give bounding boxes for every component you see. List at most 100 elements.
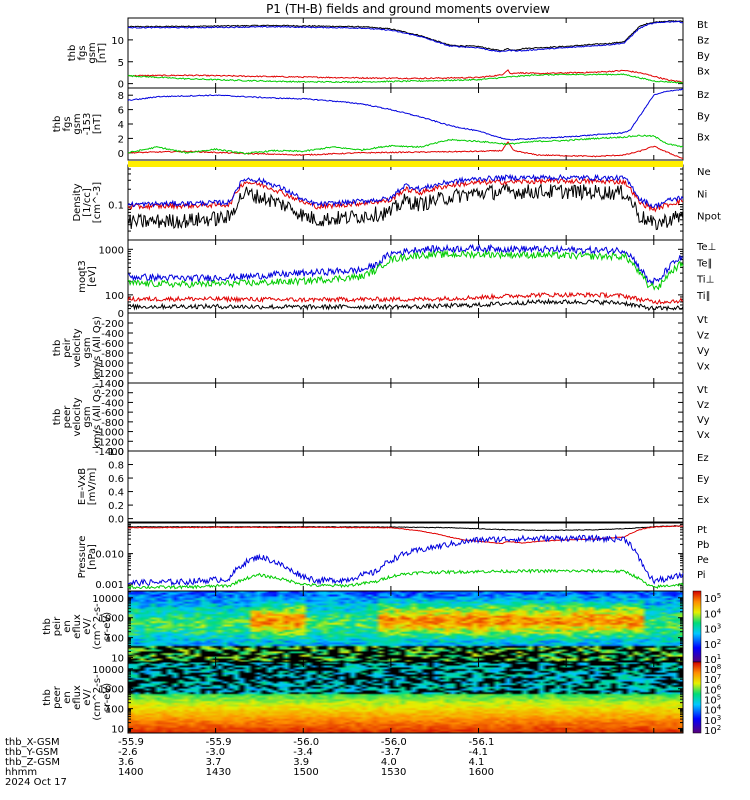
y-tick-label: 0.1 <box>108 201 124 212</box>
y-axis-label-line: fgs <box>77 45 88 60</box>
y-axis-label-line: peir <box>62 337 73 357</box>
spectrogram-image <box>128 591 683 662</box>
legend-ex: Ex <box>697 495 709 506</box>
x-axis-row-value: 1500 <box>293 767 318 778</box>
x-axis-row-value: 3.9 <box>293 757 309 768</box>
y-axis-label-line: Pressure <box>77 536 88 579</box>
legend-by: By <box>697 111 710 122</box>
legend-pi: Pi <box>697 570 706 581</box>
series-line-npot <box>127 173 684 210</box>
y-axis-label-line: gsm <box>82 406 93 427</box>
y-tick-label: -400 <box>101 398 124 409</box>
y-tick-label: 2 <box>118 134 124 145</box>
y-tick-label: 0 <box>118 309 124 320</box>
y-tick-label: 1.0 <box>108 447 124 458</box>
y-axis-label-line: [nT] <box>92 114 103 134</box>
y-axis-label-line: en <box>62 691 73 704</box>
x-axis-row-value: 1400 <box>118 767 143 778</box>
y-tick-label: 0.4 <box>108 488 124 499</box>
y-axis-label-line: gsm <box>72 113 83 134</box>
series-line-pt <box>127 525 684 532</box>
series-line-bz <box>127 141 684 160</box>
y-axis-label-line: (cm^2-s- <box>92 674 103 721</box>
series-line-by <box>127 73 684 84</box>
x-axis-row-value: 1600 <box>469 767 494 778</box>
y-axis-label-line: sr-eV) <box>102 683 113 712</box>
x-axis-row-label: thb_X-GSM <box>5 737 60 748</box>
y-tick-label: 1000 <box>99 685 124 696</box>
colorbar-tick-label: 102 <box>704 638 721 651</box>
y-axis-label: E=-VxB[mV/m] <box>77 468 98 506</box>
y-axis-label-line: -153 <box>82 113 93 136</box>
x-axis-row-value: -55.9 <box>118 737 144 748</box>
panel-7: 0.0 0.2 0.4 0.6 0.8 1.0 E=-VxB[mV/m] Ez Ey Ex <box>77 447 709 526</box>
y-axis-label: Pressure[nPa] <box>77 536 98 579</box>
series-line-bz <box>127 69 684 83</box>
colorbar-gradient <box>692 590 702 663</box>
series-line-bx <box>127 20 684 53</box>
legend-vx: Vx <box>697 430 710 441</box>
y-axis-label-line: km/s (All Qs) <box>92 385 103 449</box>
x-axis-row-value: 1430 <box>206 767 231 778</box>
y-axis-label-line: fgs <box>62 116 73 131</box>
y-tick-label: 100 <box>105 705 124 716</box>
y-tick-label: 1000 <box>99 245 124 256</box>
y-axis-label-line: peer <box>62 405 73 429</box>
y-tick-label: -600 <box>101 339 124 350</box>
panel-frame <box>127 661 684 734</box>
y-axis-label-line: thb <box>52 340 63 357</box>
y-axis-label: thbpeirvelocitygsmkm/s (All Qs) <box>52 316 103 380</box>
x-axis-row-value: -56.1 <box>469 737 495 748</box>
y-axis-label-line: sr-eV) <box>102 612 113 641</box>
y-tick-label: 0 <box>118 80 124 91</box>
y-axis-label-line: peir <box>52 616 63 636</box>
y-tick-label: -800 <box>101 418 124 429</box>
y-tick-label: -600 <box>101 408 124 419</box>
panel-10: 10810710610510410310210100100010000thbpe… <box>42 661 722 737</box>
y-axis-label: moqt3[eV] <box>77 260 98 293</box>
y-axis-label-line: velocity <box>72 397 83 436</box>
panel-frame <box>127 382 684 452</box>
legend-te∥: Te∥ <box>696 258 713 269</box>
legend-bx: Bx <box>697 133 710 144</box>
x-axis-row-value: 4.1 <box>469 757 485 768</box>
y-axis-label-line: thb <box>67 45 78 62</box>
y-tick-label: 0.001 <box>95 580 124 591</box>
panels: 0510thbfgsgsm[nT]BtBzByBx02468thbfgsgsm-… <box>42 17 722 737</box>
series-line-bt <box>127 20 684 52</box>
y-axis-label: thbpeervelocitygsmkm/s (All Qs) <box>52 385 103 449</box>
x-axis-row-value: -3.7 <box>381 747 401 758</box>
x-axis-row-value: 3.7 <box>206 757 222 768</box>
legend-pt: Pt <box>697 525 707 536</box>
y-tick-label: -200 <box>101 319 124 330</box>
y-axis-label-line: eflux <box>72 685 83 710</box>
y-tick-label: 0 <box>118 379 124 390</box>
y-axis-label: thbfgsgsm-153[nT] <box>52 113 103 136</box>
y-tick-label: -1200 <box>95 437 124 448</box>
y-axis-label: thbfgsgsm[nT] <box>67 42 108 63</box>
y-axis-label-line: thb <box>42 689 53 706</box>
y-axis-label-line: [cm^-3] <box>92 182 103 223</box>
figure-title: P1 (TH-B) fields and ground moments over… <box>266 2 550 16</box>
legend-vz: Vz <box>697 331 709 342</box>
x-axis-row-value: -2.6 <box>118 747 138 758</box>
series-line-bx <box>127 88 684 141</box>
flag-bar <box>128 161 683 167</box>
x-axis-row-label: 2024 Oct 17 <box>5 777 67 788</box>
y-axis-label-line: gsm <box>87 42 98 63</box>
legend-vy: Vy <box>697 415 710 426</box>
y-tick-label: 10 <box>111 36 124 47</box>
y-tick-label: -1400 <box>95 379 124 390</box>
y-tick-label: -1000 <box>95 359 124 370</box>
y-axis-label-line: [1/cc] <box>82 188 93 217</box>
legend-bt: Bt <box>697 20 708 31</box>
y-tick-label: 10000 <box>92 665 124 676</box>
series-line-ti∥ <box>127 249 684 291</box>
y-axis-label-line: eV/ <box>82 689 93 706</box>
